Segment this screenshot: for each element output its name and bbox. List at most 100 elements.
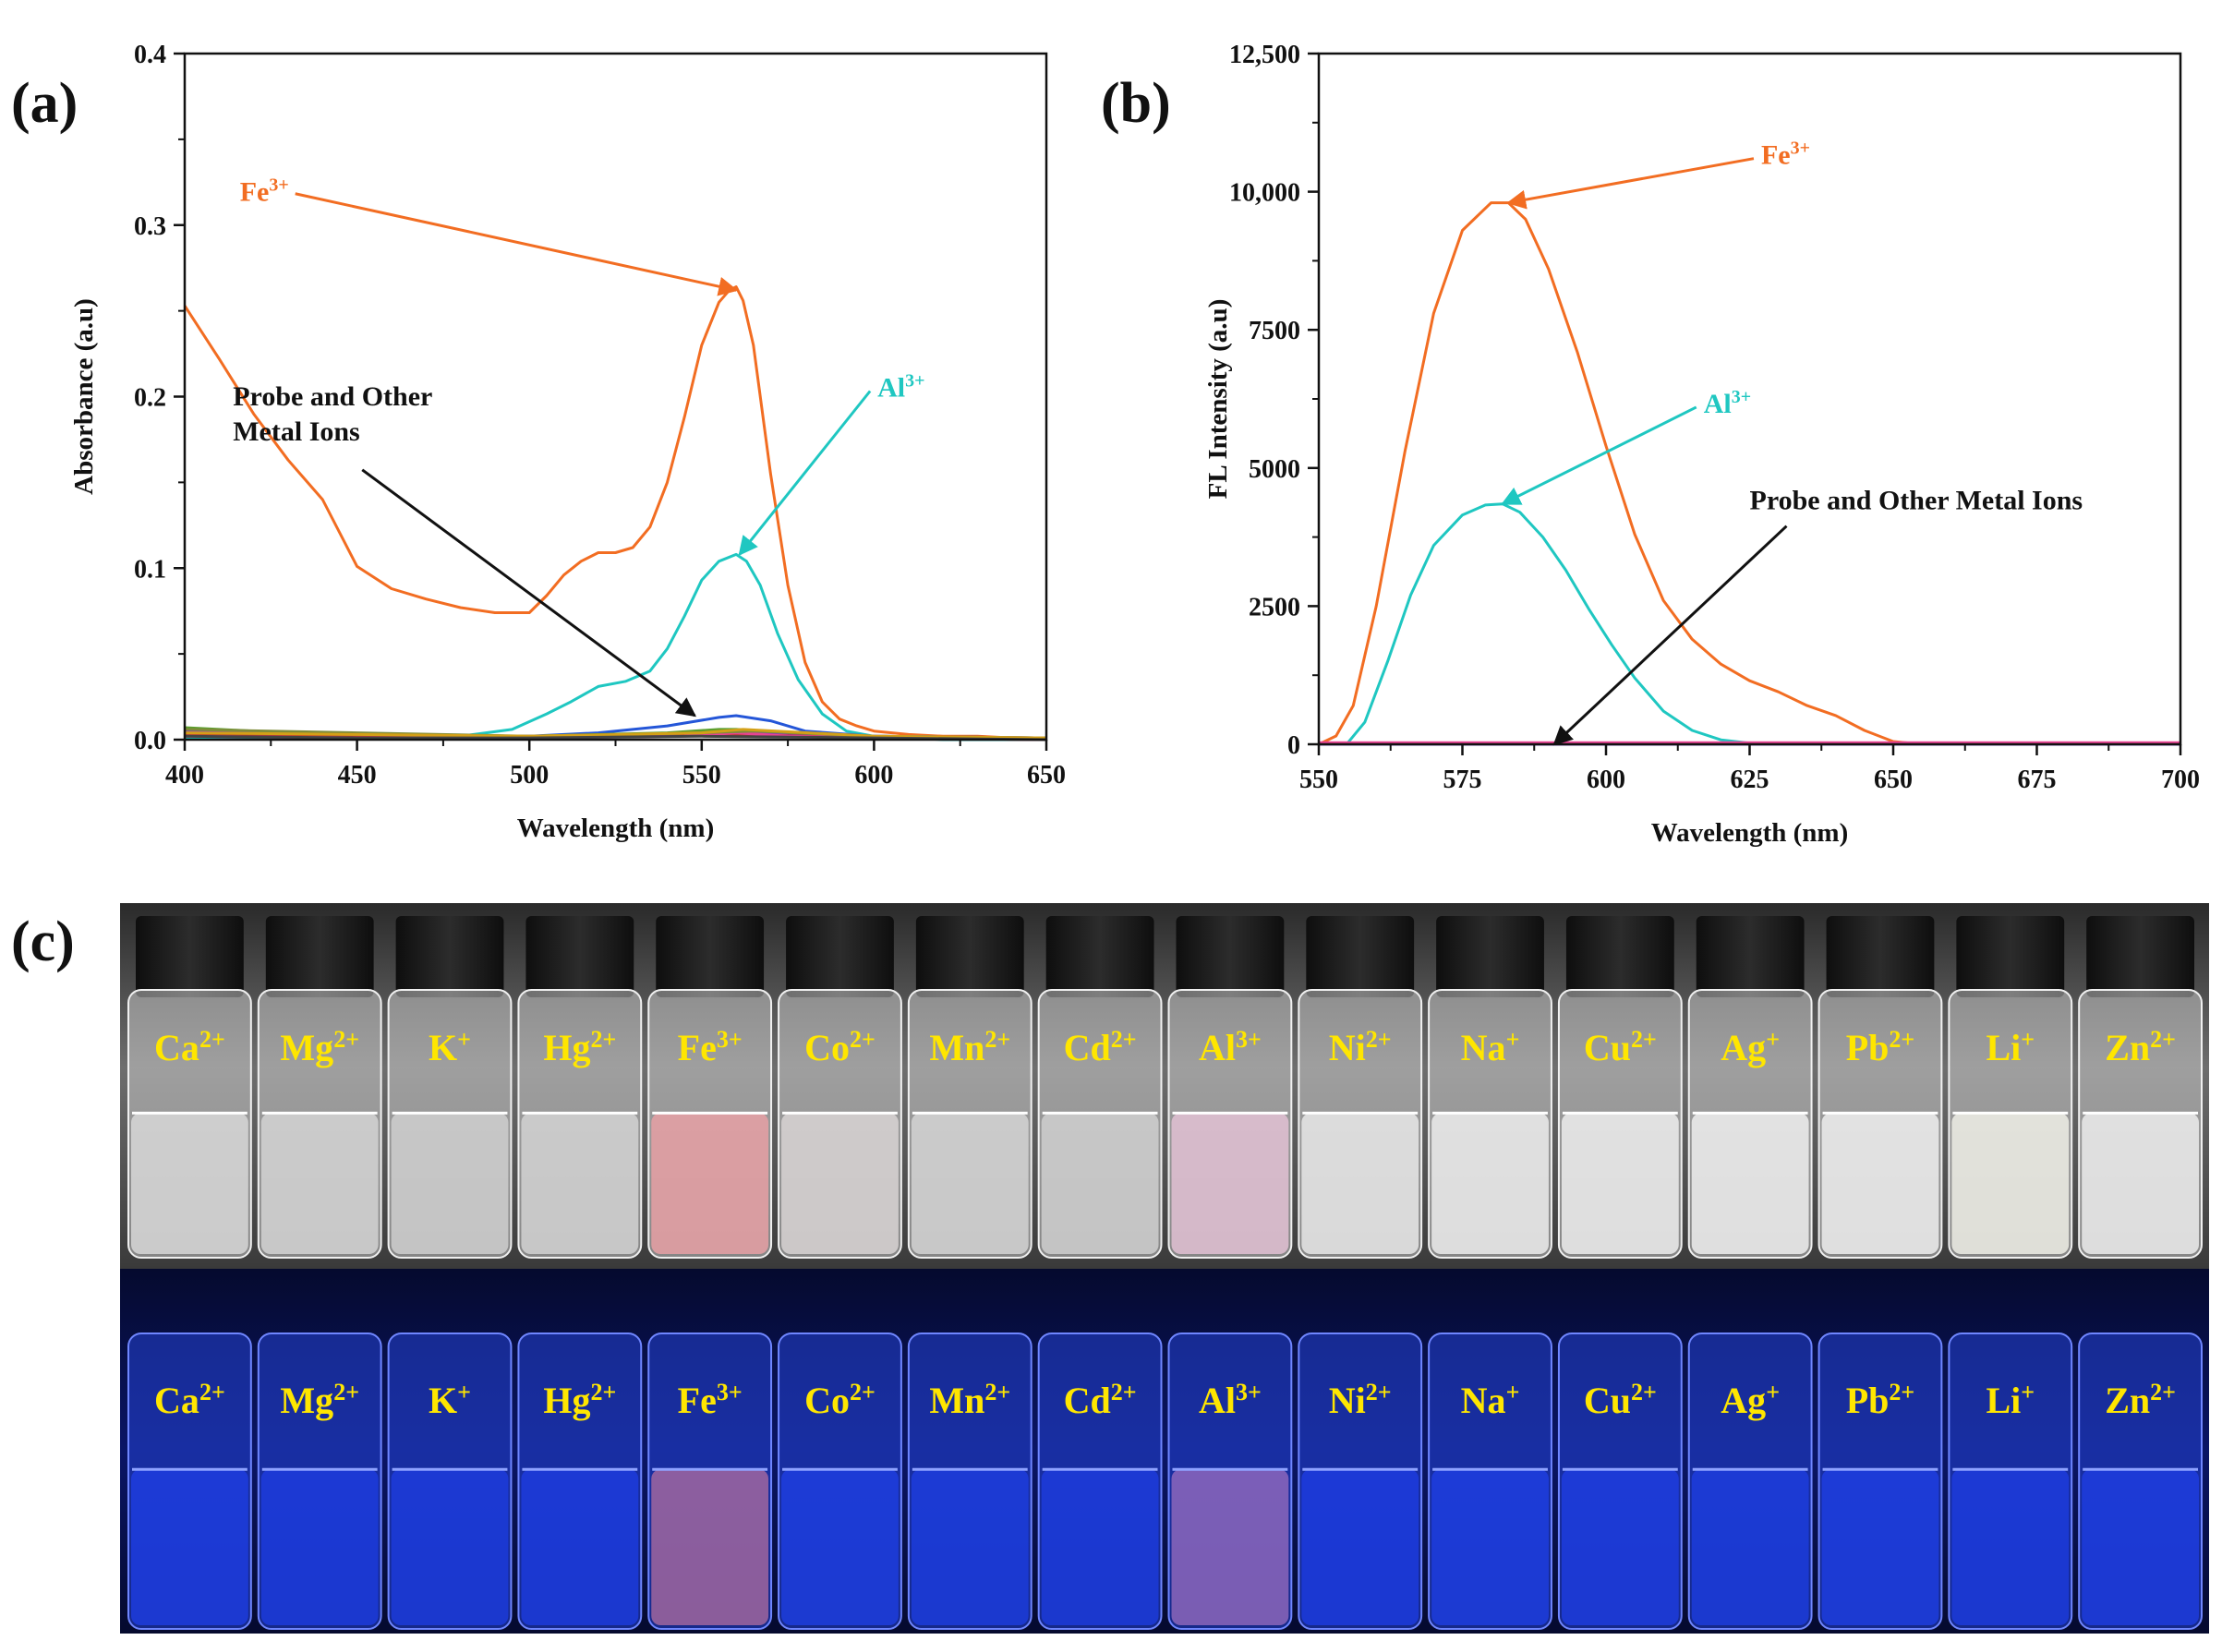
y-axis-title-a: Absorbance (a.u) [69,298,99,495]
x-tick-label-b-1: 575 [1443,766,1482,794]
vial-liquid [521,1113,639,1254]
vial-cap [1956,916,2065,997]
vial-uv-1: Mg2+ [257,1332,382,1630]
vial-label-sup: + [2021,1026,2035,1053]
vial-uv-12: Ag+ [1687,1332,1813,1630]
x-axis-title-b: Wavelength (nm) [1651,818,1848,848]
vial-label-uv-15: Zn2+ [2105,1379,2176,1422]
panel-label-a: (a) [11,72,78,135]
vial-label-uv-0: Ca2+ [154,1379,225,1422]
vial-day-0: Ca2+ [127,916,252,1259]
vial-liquid [651,1113,769,1254]
annotation-arrow-b-2 [1552,525,1788,746]
vial-cap [786,916,894,997]
vial-cap [265,916,374,997]
vial-day-7: Cd2+ [1037,916,1163,1259]
x-tick-label-b-5: 675 [2018,766,2057,794]
annotation-sup: 3+ [269,175,288,196]
vial-liquid [2082,1113,2199,1254]
vial-label-sup: + [457,1379,471,1405]
x-tick-label-a-2: 500 [510,761,549,790]
vial-uv-11: Cu2+ [1557,1332,1683,1630]
y-axis-title-b: FL Intensity (a.u) [1203,299,1233,500]
annotation-a-1: Al3+ [877,371,924,404]
vial-label-sup: 2+ [2150,1026,2176,1053]
vial-row-uv: Ca2+ Mg2+ K+ Hg2+ Fe3+ Co2+ Mn2+ Cd2+ Al3+ Ni2+ Na… [127,1332,2203,1630]
x-tick-label-b-3: 625 [1731,766,1769,794]
vial-label-sup: + [1506,1379,1520,1405]
vial-day-5: Co2+ [778,916,902,1259]
annotation-arrow-b-0 [1506,157,1755,210]
vial-label-uv-10: Na+ [1461,1379,1520,1422]
vial-liquid [1821,1113,1939,1254]
vial-label-sup: 3+ [717,1379,743,1405]
vial-liquid [1951,1113,2070,1254]
vial-label-sup: 2+ [1111,1379,1137,1405]
vial-uv-7: Cd2+ [1037,1332,1163,1630]
series-line-a-9 [184,734,1047,742]
x-tick-label-a-0: 400 [165,761,204,790]
vial-liquid [2082,1469,2199,1625]
vial-uv-4: Fe3+ [647,1332,773,1630]
vial-label-sup: 3+ [1236,1379,1262,1405]
vial-liquid [391,1469,509,1625]
vial-uv-15: Zn2+ [2078,1332,2203,1630]
y-tick-label-b-0: 0 [1287,731,1300,760]
x-tick-label-a-3: 550 [682,761,721,790]
vial-liquid [1691,1469,1809,1625]
y-tick-label-b-4: 10,000 [1229,179,1300,208]
vial-uv-2: K+ [387,1332,513,1630]
vial-day-15: Zn2+ [2078,916,2203,1259]
vial-label-uv-2: K+ [429,1379,471,1422]
x-tick-label-a-1: 450 [338,761,377,790]
vial-day-14: Li+ [1948,916,2073,1259]
vial-cap [525,916,634,997]
annotation-a-0: Fe3+ [240,175,289,208]
vial-label-sup: + [457,1026,471,1053]
vial-label-sup: 2+ [590,1026,616,1053]
series-line-a-0 [183,285,1047,742]
vial-liquid [1301,1113,1419,1254]
vial-label-sup: 2+ [984,1026,1010,1053]
vial-liquid [260,1113,379,1254]
x-tick-label-a-5: 650 [1027,761,1066,790]
vial-label-sup: + [1766,1379,1780,1405]
vial-cap [656,916,765,997]
vial-liquid [1561,1469,1679,1625]
vial-liquid [911,1113,1029,1254]
vial-liquid [781,1113,899,1254]
vial-liquid [1431,1113,1549,1254]
vial-liquid [260,1469,379,1625]
annotation-line: Probe and Other Metal Ions [1750,486,2083,516]
vial-cap [1565,916,1674,997]
annotation-b-2: Probe and Other Metal Ions [1750,486,2083,516]
vial-cap [1826,916,1935,997]
vial-label-sup: 2+ [333,1026,359,1053]
vial-uv-6: Mn2+ [907,1332,1033,1630]
vial-liquid [1171,1469,1289,1625]
vial-uv-0: Ca2+ [127,1332,252,1630]
vial-day-11: Cu2+ [1557,916,1683,1259]
vial-uv-10: Na+ [1428,1332,1552,1630]
vial-liquid [1301,1469,1419,1625]
vial-day-13: Pb2+ [1817,916,1943,1259]
vial-label-uv-11: Cu2+ [1584,1379,1657,1422]
vial-liquid [1951,1469,2070,1625]
vial-uv-8: Al3+ [1167,1332,1293,1630]
vial-cap [1045,916,1154,997]
vial-label-sup: + [1766,1026,1780,1053]
vial-liquid [911,1469,1029,1625]
annotation-sup: 3+ [1791,139,1810,159]
vial-liquid [1821,1469,1939,1625]
annotation-b-0: Fe3+ [1761,139,1810,171]
vial-day-3: Hg2+ [517,916,643,1259]
vial-day-6: Mn2+ [907,916,1033,1259]
vial-label-sup: 3+ [717,1026,743,1053]
vial-day-2: K+ [387,916,513,1259]
vial-label-sup: 2+ [850,1379,876,1405]
vial-liquid [521,1469,639,1625]
y-tick-label-b-2: 5000 [1249,455,1300,484]
vial-label-sup: 2+ [199,1026,225,1053]
vial-label-sup: + [1506,1026,1520,1053]
